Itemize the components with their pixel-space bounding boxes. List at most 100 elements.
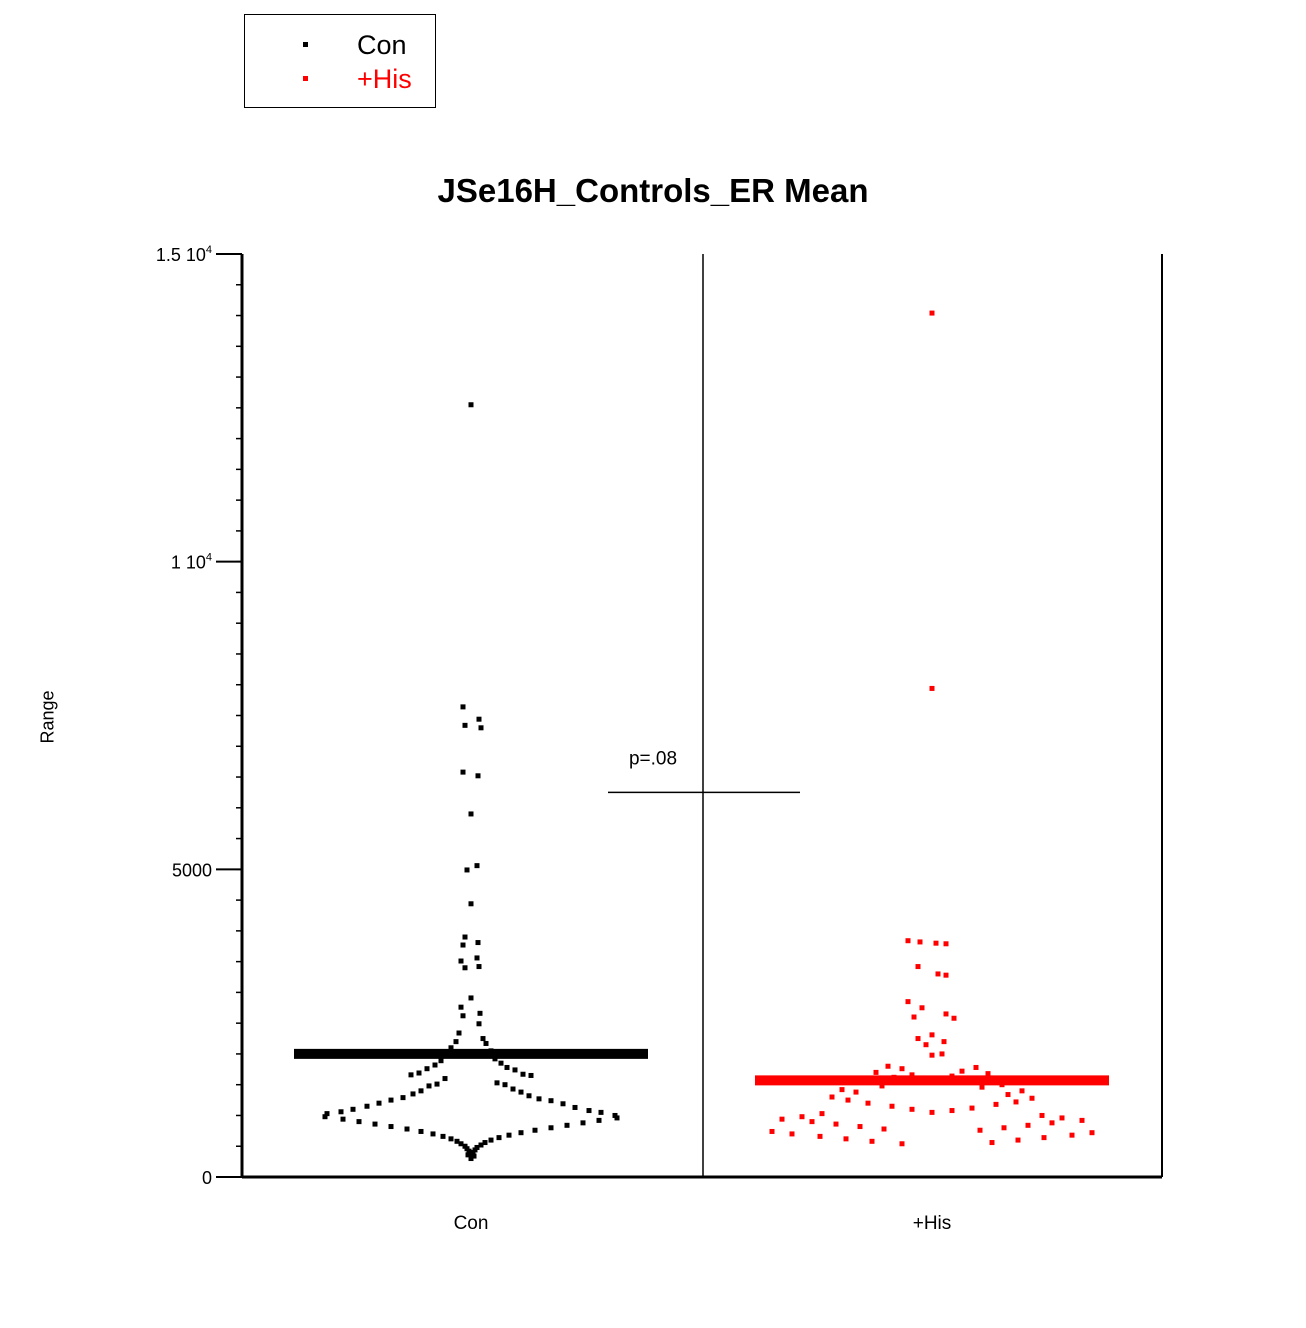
data-point (475, 940, 481, 946)
data-point (498, 1060, 504, 1066)
data-point (340, 1116, 346, 1122)
data-point (943, 941, 949, 947)
data-point (1079, 1117, 1085, 1123)
data-point (468, 901, 474, 907)
x-tick-label: Con (454, 1213, 489, 1234)
data-point (1013, 1099, 1019, 1105)
data-point (532, 1127, 538, 1133)
data-point (462, 934, 468, 940)
data-point (819, 1111, 825, 1117)
data-point (528, 1072, 534, 1078)
data-point (474, 955, 480, 961)
data-point (458, 958, 464, 964)
data-point (434, 1081, 440, 1087)
data-point (949, 1108, 955, 1114)
data-point (817, 1133, 823, 1139)
data-point (873, 1069, 879, 1075)
data-point (915, 964, 921, 970)
x-tick-label: +His (913, 1213, 952, 1234)
data-point (929, 1032, 935, 1038)
data-point (356, 1119, 362, 1125)
legend-label-his: +His (357, 64, 412, 94)
data-point (909, 1106, 915, 1112)
data-point (915, 1036, 921, 1042)
data-point (935, 971, 941, 977)
data-point (510, 1086, 516, 1092)
data-point (453, 1039, 459, 1045)
data-point (1029, 1095, 1035, 1101)
data-point (502, 1082, 508, 1088)
data-point (400, 1095, 406, 1101)
data-point (586, 1108, 592, 1114)
data-point (548, 1125, 554, 1131)
data-point (879, 1083, 885, 1089)
data-point (979, 1084, 985, 1090)
data-point (448, 1045, 454, 1051)
data-point (476, 716, 482, 722)
data-point (477, 1010, 483, 1016)
data-point (322, 1114, 328, 1120)
data-point (483, 1040, 489, 1046)
data-point (572, 1104, 578, 1110)
data-point (388, 1124, 394, 1130)
data-point (889, 1103, 895, 1109)
data-point (494, 1080, 500, 1086)
data-point (923, 1042, 929, 1048)
p-value-label: p=.08 (629, 748, 677, 769)
significance-annotation: p=.08 (608, 748, 800, 794)
data-point (829, 1094, 835, 1100)
data-point (404, 1126, 410, 1132)
legend-entry-his: +His (245, 63, 435, 97)
data-point (929, 1109, 935, 1115)
data-point (969, 1105, 975, 1111)
data-point (350, 1106, 356, 1112)
legend-entry-con: Con (245, 29, 435, 63)
chart-title: JSe16H_Controls_ER Mean (437, 172, 869, 209)
data-point (442, 1076, 448, 1082)
data-point (959, 1068, 965, 1074)
data-point (475, 773, 481, 779)
legend: Con +His (244, 14, 436, 108)
data-point (929, 685, 935, 691)
data-point (520, 1071, 526, 1077)
data-point (865, 1100, 871, 1106)
data-point (506, 1132, 512, 1138)
data-point (416, 1070, 422, 1076)
data-point (424, 1066, 430, 1072)
data-point (845, 1097, 851, 1103)
data-point (496, 1135, 502, 1141)
data-point (440, 1133, 446, 1139)
data-point (474, 863, 480, 869)
data-point (468, 1156, 474, 1162)
data-point (905, 938, 911, 944)
data-point (1039, 1112, 1045, 1118)
data-point (989, 1140, 995, 1146)
data-point (833, 1121, 839, 1127)
data-point (504, 1064, 510, 1070)
data-point (364, 1103, 370, 1109)
data-point (1019, 1088, 1025, 1094)
data-point (614, 1115, 620, 1121)
data-point (869, 1138, 875, 1144)
data-point (951, 1015, 957, 1021)
data-point (885, 1063, 891, 1069)
data-points (322, 310, 1095, 1162)
data-point (454, 1138, 460, 1144)
data-point (899, 1141, 905, 1147)
data-point (977, 1127, 983, 1133)
data-point (769, 1128, 775, 1134)
data-point (941, 1039, 947, 1045)
data-point (460, 1013, 466, 1019)
data-point (839, 1087, 845, 1093)
data-point (843, 1136, 849, 1142)
data-point (1005, 1092, 1011, 1098)
data-point (458, 1004, 464, 1010)
data-point (1025, 1122, 1031, 1128)
data-point (408, 1072, 414, 1078)
data-point (536, 1096, 542, 1102)
data-point (468, 402, 474, 408)
data-point (426, 1083, 432, 1089)
data-point (372, 1121, 378, 1127)
data-point (973, 1064, 979, 1070)
